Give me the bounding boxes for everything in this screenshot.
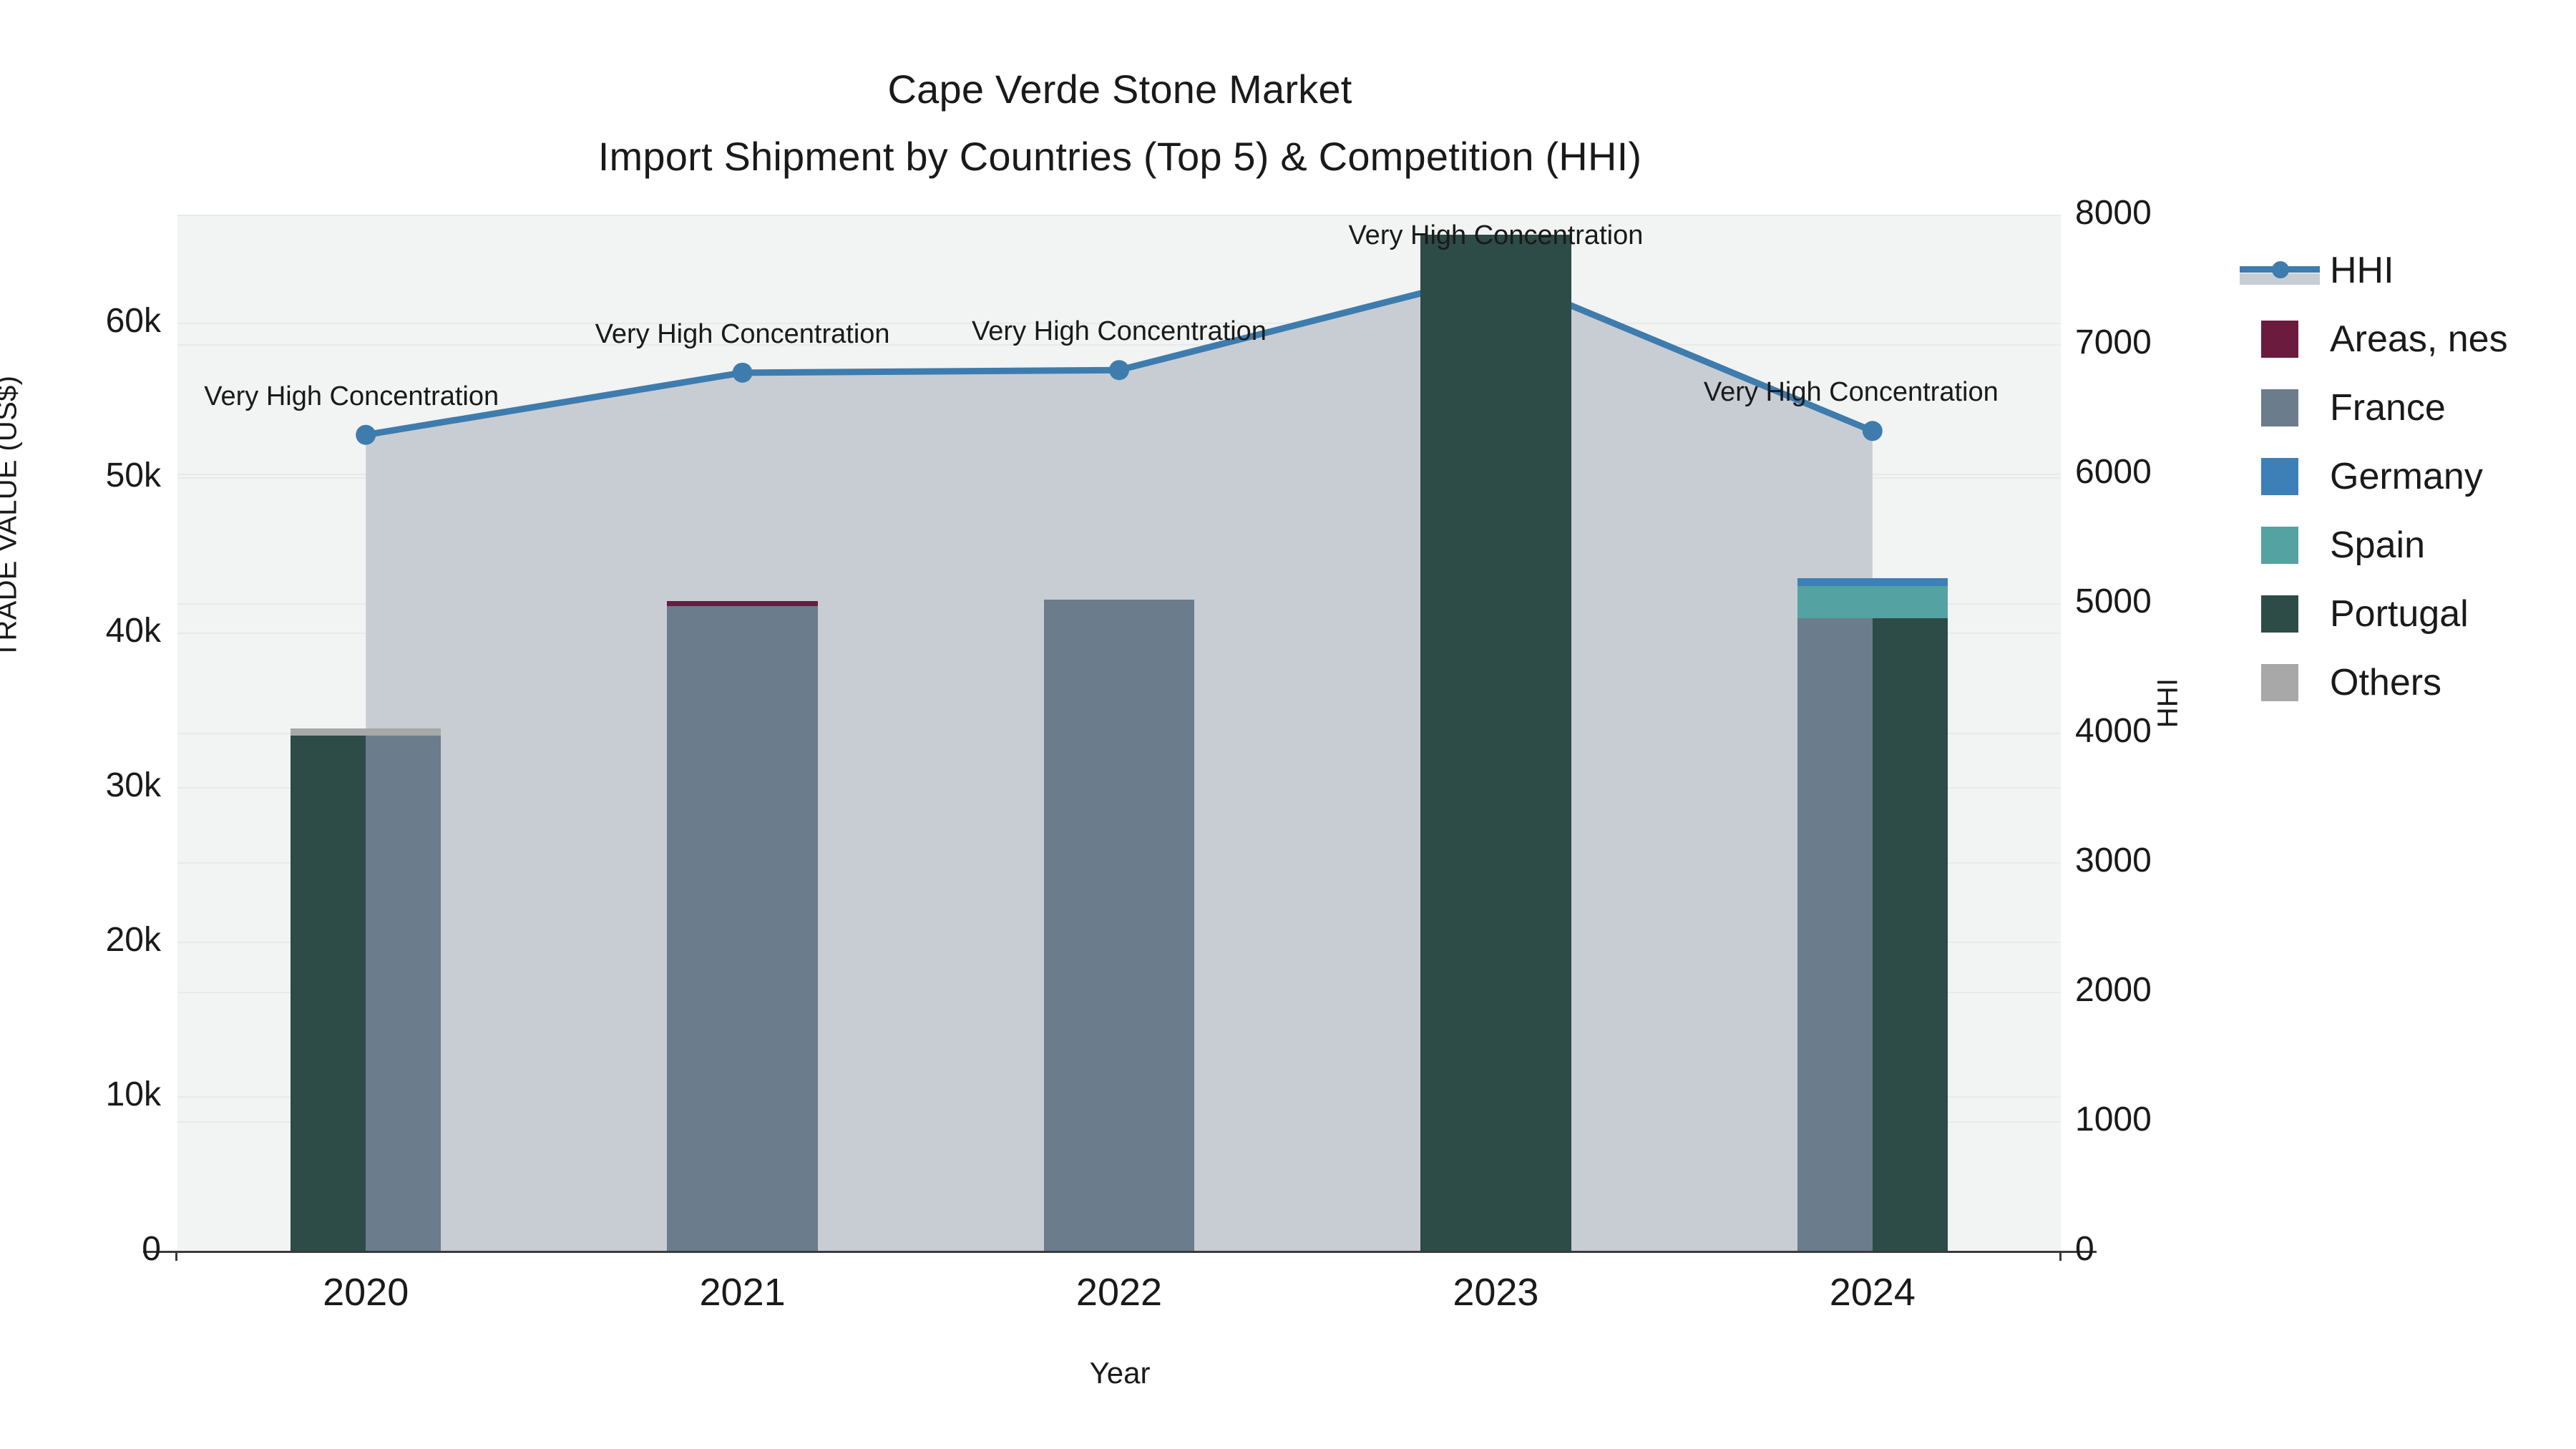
- bar-segment-portugal[interactable]: [1420, 235, 1571, 1251]
- legend-item-spain[interactable]: Spain: [2261, 511, 2508, 580]
- gridline: [177, 323, 2061, 325]
- legend-label: France: [2330, 387, 2446, 429]
- x-axis-tick-right: [2059, 1251, 2062, 1261]
- legend-item-hhi[interactable]: HHI: [2240, 236, 2508, 305]
- legend-item-areas-nes[interactable]: Areas, nes: [2261, 305, 2508, 374]
- legend-label: Germany: [2330, 456, 2483, 497]
- bar-2024-bar-a[interactable]: [1797, 577, 1873, 1251]
- legend-swatch-icon: [2261, 321, 2298, 358]
- y-axis-right-tick: 8000: [2075, 194, 2152, 232]
- bar-segment-areas-nes[interactable]: [667, 601, 818, 606]
- bar-segment-portugal[interactable]: [290, 736, 366, 1251]
- chart-title: Cape Verde Stone Market Import Shipment …: [0, 56, 2240, 190]
- y-axis-left-tick: 50k: [105, 457, 161, 495]
- bar-2024-bar-b[interactable]: [1872, 577, 1948, 1251]
- bar-segment-spain[interactable]: [1872, 585, 1948, 619]
- y-axis-right-tick: 4000: [2075, 712, 2152, 750]
- hhi-point[interactable]: [732, 362, 753, 383]
- y-axis-right-tick: 5000: [2075, 582, 2152, 620]
- hhi-annotation-2023: Very High Concentration: [1348, 220, 1644, 251]
- y-axis-left-tick: 40k: [105, 611, 161, 650]
- x-axis-tick-2023: 2023: [1453, 1271, 1539, 1314]
- x-axis-tick-2024: 2024: [1829, 1271, 1916, 1314]
- legend-label: Portugal: [2330, 593, 2469, 635]
- y-axis-left-tick: 0: [142, 1230, 161, 1268]
- bar-2022-bar-a[interactable]: [1043, 600, 1195, 1251]
- bar-2020-bar-b[interactable]: [366, 728, 441, 1251]
- bar-segment-france[interactable]: [667, 605, 818, 1251]
- x-axis-tick-2021: 2021: [699, 1271, 786, 1314]
- x-axis-line: [143, 1251, 2097, 1253]
- gridline: [177, 215, 2061, 216]
- legend-swatch-icon: [2261, 527, 2298, 564]
- bar-segment-others[interactable]: [290, 728, 366, 736]
- plot-area: [177, 215, 2061, 1252]
- bar-segment-portugal[interactable]: [1872, 618, 1948, 1251]
- legend: HHI Areas, nes France Germany Spain Portugal O…: [2240, 236, 2508, 717]
- y-axis-left-tick: 30k: [105, 766, 161, 804]
- chart-title-line-2: Import Shipment by Countries (Top 5) & C…: [597, 134, 1642, 179]
- hhi-point[interactable]: [1862, 421, 1883, 441]
- bar-segment-others[interactable]: [366, 728, 441, 736]
- y-axis-right-tick: 6000: [2075, 453, 2152, 491]
- x-axis-tick-2020: 2020: [323, 1271, 409, 1314]
- gridline: [177, 344, 2061, 346]
- hhi-annotation-2020: Very High Concentration: [204, 381, 499, 411]
- bar-segment-france[interactable]: [1043, 600, 1195, 1251]
- bar-2021-bar-a[interactable]: [667, 601, 818, 1251]
- legend-item-portugal[interactable]: Portugal: [2261, 580, 2508, 648]
- bar-2023-bar-a[interactable]: [1420, 235, 1571, 1251]
- hhi-annotation-2024: Very High Concentration: [1703, 377, 1999, 408]
- y-axis-right-tick: 7000: [2075, 323, 2152, 361]
- x-axis-tick-2022: 2022: [1075, 1271, 1163, 1314]
- hhi-point[interactable]: [1109, 360, 1129, 381]
- legend-item-france[interactable]: France: [2261, 374, 2508, 442]
- legend-label: Spain: [2330, 525, 2425, 566]
- legend-label: Areas, nes: [2330, 318, 2508, 360]
- legend-swatch-icon: [2261, 389, 2298, 426]
- y-axis-right-tick: 0: [2075, 1230, 2094, 1268]
- y-axis-left-tick: 60k: [105, 302, 161, 341]
- y-axis-right-tick: 1000: [2075, 1101, 2152, 1138]
- y-axis-left-tick: 10k: [105, 1075, 161, 1113]
- legend-swatch-icon: [2261, 664, 2298, 701]
- y-axis-left-tick: 20k: [105, 920, 161, 959]
- legend-item-others[interactable]: Others: [2261, 648, 2508, 717]
- legend-swatch-icon: [2261, 595, 2298, 633]
- hhi-point[interactable]: [356, 424, 376, 445]
- chart-title-line-1: Cape Verde Stone Market: [887, 67, 1352, 112]
- legend-label: HHI: [2330, 250, 2394, 291]
- hhi-annotation-2022: Very High Concentration: [972, 316, 1267, 347]
- legend-label: Others: [2330, 662, 2442, 703]
- bar-segment-germany[interactable]: [1872, 577, 1948, 586]
- bar-segment-germany[interactable]: [1797, 577, 1873, 586]
- hhi-annotation-2021: Very High Concentration: [595, 318, 890, 349]
- x-axis-tick-left: [175, 1251, 177, 1261]
- legend-line-icon: [2240, 252, 2320, 289]
- y-axis-right-tick: 3000: [2075, 841, 2152, 879]
- bar-2020-bar-a[interactable]: [290, 728, 366, 1251]
- x-axis-label: Year: [1089, 1356, 1151, 1390]
- bar-segment-france[interactable]: [366, 736, 441, 1251]
- legend-item-germany[interactable]: Germany: [2261, 442, 2508, 511]
- y-axis-right-tick: 2000: [2075, 971, 2152, 1009]
- legend-swatch-icon: [2261, 458, 2298, 495]
- bar-segment-spain[interactable]: [1797, 585, 1873, 619]
- bar-segment-france[interactable]: [1797, 618, 1873, 1251]
